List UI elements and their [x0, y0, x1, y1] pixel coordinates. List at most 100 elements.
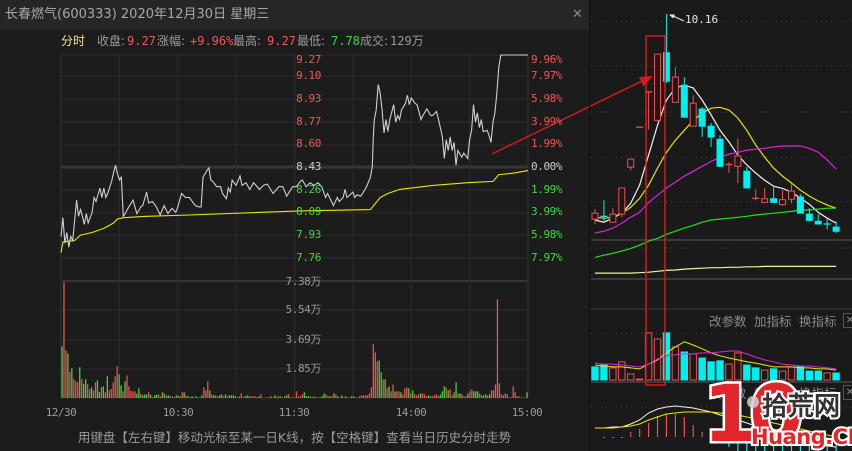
volume-bar: [317, 397, 319, 398]
kline-volume-bar: [814, 370, 822, 381]
percent-tick-zero: 0.00%: [531, 160, 563, 173]
volume-bar: [268, 397, 270, 398]
volume-bar: [98, 391, 101, 398]
volume-bar: [197, 397, 199, 398]
volume-bar: [305, 396, 307, 398]
close-indicator-icon-2[interactable]: ✕: [843, 385, 852, 400]
volume-bar: [396, 391, 398, 398]
volume-bar: [447, 390, 449, 398]
edit-params-button-2[interactable]: 改参数: [709, 386, 747, 401]
volume-bar: [140, 393, 142, 398]
mode-tab-intraday[interactable]: 分时: [61, 34, 86, 48]
volume-bar: [362, 395, 365, 398]
volume-bar: [106, 376, 108, 398]
volume-bar: [343, 397, 345, 398]
kline-volume-chart[interactable]: [591, 332, 840, 381]
volume-bar: [199, 397, 201, 398]
volume-bar: [114, 376, 116, 398]
volume-bar: [187, 396, 189, 398]
volume-bar: [481, 395, 483, 398]
kline-volume-bar: [743, 364, 751, 381]
ma20-line: [594, 145, 837, 234]
volume-bar: [390, 391, 392, 398]
candle-body: [609, 213, 617, 223]
volume-bar: [232, 395, 235, 398]
volume-bar: [416, 395, 418, 398]
kline-volume-bar: [609, 367, 617, 381]
volume-bar: [453, 392, 455, 398]
volume-bar: [128, 386, 130, 398]
price-tick: 8.09: [296, 205, 321, 218]
candle-body: [680, 84, 688, 118]
add-indicator-button[interactable]: 加指标: [754, 314, 792, 329]
volume-bar: [285, 395, 288, 398]
volume-tick: 5.54万: [285, 303, 322, 316]
volume-bar: [220, 394, 223, 398]
volume-bar: [130, 391, 132, 398]
macd-chart[interactable]: [595, 405, 837, 451]
kline-chart[interactable]: [591, 13, 840, 274]
volume-bar: [203, 387, 205, 398]
volume-bar: [299, 396, 302, 398]
close-icon[interactable]: ✕: [572, 7, 583, 22]
add-indicator-button-2[interactable]: 加指标: [754, 386, 792, 401]
volume-bar: [250, 396, 252, 398]
kline-volume-bar: [752, 367, 760, 381]
volume-bar: [455, 382, 457, 398]
volume-bar: [350, 396, 353, 398]
volume-bar: [242, 397, 244, 398]
close-value: 9.27: [127, 34, 156, 48]
volume-bar: [368, 393, 371, 398]
close-indicator-icon[interactable]: ✕: [843, 313, 852, 328]
volume-ma-line: [594, 350, 837, 370]
volume-bar: [136, 393, 138, 398]
intraday-chart[interactable]: [60, 54, 529, 399]
candle-body: [805, 213, 813, 221]
volume-bar: [335, 394, 337, 398]
volume-bar: [146, 394, 148, 398]
kline-volume-bar: [734, 352, 742, 381]
volume-bar: [421, 393, 424, 398]
candle-body: [761, 198, 769, 203]
kline-volume-bar: [627, 373, 635, 381]
candle-body: [662, 52, 670, 82]
volume-bar: [246, 395, 248, 398]
volume-bar: [392, 384, 394, 398]
volume-bar: [475, 391, 477, 398]
volume-bar: [427, 395, 430, 398]
high-value: 9.27: [267, 34, 296, 48]
edit-params-button[interactable]: 改参数: [709, 314, 747, 329]
price-tick: 8.60: [296, 137, 321, 150]
high-label: 最高:: [233, 34, 262, 48]
switch-indicator-button[interactable]: 换指标: [799, 314, 837, 329]
volume-bar: [83, 383, 85, 398]
volume-bar: [473, 391, 475, 398]
volume-bar: [73, 379, 75, 398]
volume-bar: [471, 389, 473, 398]
volume-bar: [443, 386, 445, 398]
volume-bar: [341, 395, 343, 398]
turnover-value: 129万: [390, 34, 424, 48]
kline-volume-bar: [635, 378, 644, 381]
macd-dea-line: [595, 411, 837, 438]
high-marker-arrow-icon: [669, 14, 675, 19]
switch-indicator-button-2[interactable]: 换指标: [799, 386, 837, 401]
watermark-cn: 拾荒网: [762, 392, 840, 422]
volume-bar: [356, 397, 359, 398]
volume-tick: 1.85万: [285, 362, 322, 375]
volume-bar: [376, 361, 378, 398]
volume-bar: [327, 396, 329, 398]
price-tick: 8.77: [296, 115, 321, 128]
volume-bar: [193, 397, 195, 398]
candle-body: [743, 170, 751, 189]
keyboard-hint: 用键盘【左右键】移动光标至某一日K线，按【空格键】查看当日历史分时走势: [77, 430, 512, 445]
volume-bar: [291, 397, 294, 398]
annotation-arrow-line: [491, 80, 643, 155]
volume-bar: [144, 394, 146, 398]
volume-bar: [364, 395, 367, 398]
volume-bar: [108, 390, 110, 398]
watermark-logo: 10 拾荒网 Huang.CN: [701, 368, 852, 451]
price-tick: 8.26: [296, 183, 321, 196]
volume-bar: [254, 396, 256, 398]
